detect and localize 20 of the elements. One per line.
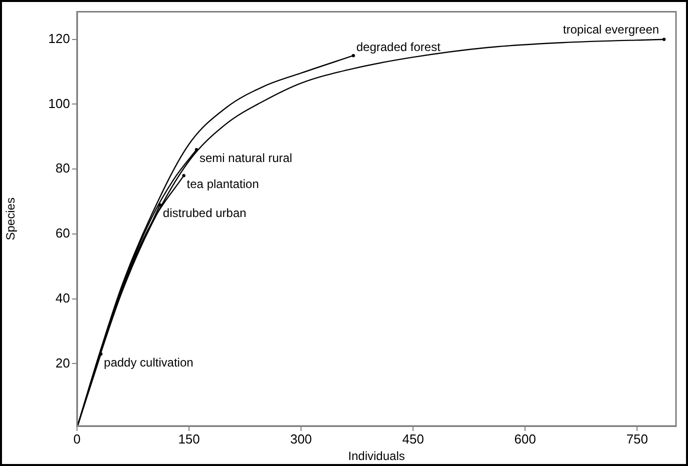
y-tick-label: 20 <box>56 355 70 370</box>
y-tick-label: 40 <box>56 290 70 306</box>
series-label: tropical evergreen <box>562 22 660 37</box>
x-tick-label: 300 <box>290 431 312 446</box>
x-tick-label: 450 <box>402 431 424 446</box>
x-tick-label: 150 <box>178 431 200 446</box>
x-tick-label: 600 <box>514 431 536 446</box>
series-label: semi natural rural <box>200 150 292 165</box>
x-tick-label: 750 <box>626 431 648 446</box>
x-tick-label: 0 <box>73 431 81 446</box>
series-label: distrubed urban <box>162 206 246 220</box>
series-label: tea plantation <box>186 176 259 191</box>
y-axis-title: Species <box>4 198 18 240</box>
y-tick-label: 120 <box>48 30 70 46</box>
series-label: degraded forest <box>356 40 442 54</box>
series-label: paddy cultivation <box>104 355 194 370</box>
y-tick-label: 100 <box>48 96 70 111</box>
y-tick-label: 60 <box>56 226 70 241</box>
y-tick-label: 80 <box>56 160 70 176</box>
x-axis-title: Individuals <box>348 449 405 464</box>
